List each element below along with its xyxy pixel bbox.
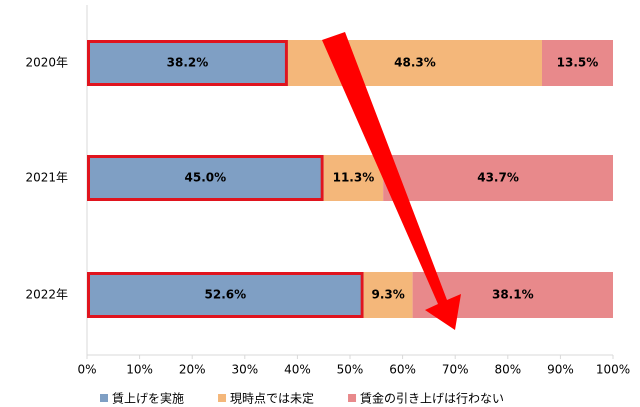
x-tick-label: 100%: [596, 363, 630, 377]
legend-swatch: [218, 394, 227, 402]
category-label: 2020年: [25, 56, 68, 70]
legend-label: 現時点では未定: [230, 391, 314, 406]
value-label: 45.0%: [185, 171, 227, 185]
legend-swatch: [100, 394, 108, 402]
category-label: 2021年: [25, 171, 68, 185]
x-tick-label: 0%: [77, 363, 96, 377]
bar-segment: [363, 272, 413, 318]
bar-segment: [87, 272, 364, 318]
x-tick-label: 30%: [231, 363, 258, 377]
legend-label: 賃金の引き上げは行わない: [360, 391, 504, 406]
trend-arrow: [322, 32, 461, 330]
value-label: 43.7%: [477, 171, 519, 185]
x-tick-label: 90%: [547, 363, 574, 377]
bar-segment: [87, 155, 324, 201]
bar-segment: [383, 155, 613, 201]
highlight-box: [87, 272, 364, 318]
value-label: 48.3%: [394, 56, 436, 70]
highlight-box: [87, 155, 324, 201]
value-label: 11.3%: [333, 171, 375, 185]
highlight-box: [87, 40, 288, 86]
x-tick-label: 40%: [284, 363, 311, 377]
legend-swatch: [348, 394, 357, 402]
value-label: 13.5%: [557, 56, 599, 70]
category-label: 2022年: [25, 288, 68, 302]
x-tick-label: 80%: [494, 363, 521, 377]
x-tick-label: 20%: [179, 363, 206, 377]
x-tick-label: 10%: [126, 363, 153, 377]
legend-label: 賃上げを実施: [112, 391, 184, 406]
value-label: 52.6%: [205, 288, 247, 302]
value-label: 38.1%: [492, 288, 534, 302]
x-tick-label: 70%: [442, 363, 469, 377]
bar-segment: [541, 40, 613, 86]
value-label: 9.3%: [371, 288, 404, 302]
bar-segment: [323, 155, 384, 201]
bar-segment: [87, 40, 288, 86]
x-tick-label: 60%: [389, 363, 416, 377]
x-tick-label: 50%: [337, 363, 364, 377]
value-label: 38.2%: [167, 56, 209, 70]
